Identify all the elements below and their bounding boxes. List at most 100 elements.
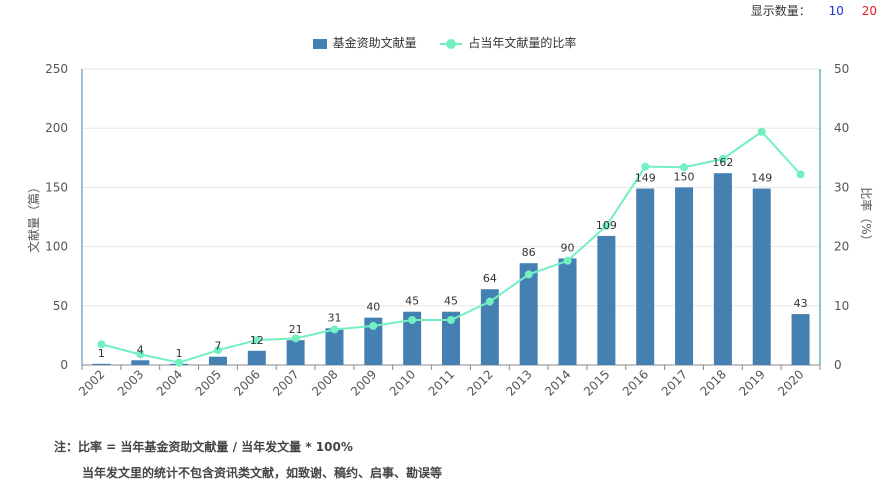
x-tick-label: 2009 <box>348 367 379 398</box>
bar-value-label: 149 <box>635 172 656 185</box>
x-tick-label: 2014 <box>542 367 573 398</box>
x-tick-label: 2002 <box>76 367 107 398</box>
bar <box>442 311 460 365</box>
y-right-tick-label: 0 <box>834 358 842 372</box>
x-tick-label: 2004 <box>154 367 185 398</box>
legend-item-line-series[interactable]: 占当年文献量的比率 <box>440 34 576 51</box>
x-tick-label: 2020 <box>775 367 806 398</box>
bar <box>791 314 810 365</box>
y-right-axis-title: 比率（%） <box>859 187 874 246</box>
bar <box>403 311 422 365</box>
x-tick-label: 2019 <box>736 367 767 398</box>
x-tick-label: 2006 <box>231 367 262 398</box>
y-left-tick-label: 0 <box>60 358 68 372</box>
bar <box>752 188 771 365</box>
bar-value-label: 1 <box>98 347 105 360</box>
bar-value-label: 45 <box>444 295 458 308</box>
ratio-point <box>524 270 533 279</box>
chart-notes: 注：比率 = 当年基金资助文献量 / 当年发文量 * 100% 当年发文里的统计… <box>54 434 442 486</box>
y-right-tick-label: 50 <box>834 62 849 76</box>
bar-value-label: 1 <box>176 347 183 360</box>
bar-value-label: 43 <box>794 297 808 310</box>
bar <box>519 263 538 365</box>
ratio-point <box>680 163 689 172</box>
ratio-point <box>447 316 455 325</box>
legend-bar-swatch <box>312 38 327 49</box>
ratio-point <box>602 221 611 230</box>
bar-value-label: 109 <box>596 219 617 232</box>
bar-value-label: 90 <box>561 241 575 254</box>
ratio-point <box>291 334 300 343</box>
y-left-tick-label: 100 <box>45 240 68 254</box>
bar <box>597 235 616 365</box>
ratio-point <box>136 350 145 359</box>
bar-value-label: 162 <box>712 156 733 169</box>
bar-value-label: 21 <box>289 323 303 336</box>
y-right-tick-label: 20 <box>834 240 849 254</box>
bar <box>558 258 577 365</box>
bar-value-label: 4 <box>137 343 144 356</box>
ratio-point <box>563 256 572 265</box>
display-count-option-20[interactable]: 20 <box>861 4 877 18</box>
ratio-point <box>757 127 766 136</box>
x-tick-label: 2015 <box>581 367 612 398</box>
bar-value-label: 64 <box>483 272 497 285</box>
bar <box>364 317 383 365</box>
ratio-point <box>97 340 106 349</box>
display-count-option-10[interactable]: 10 <box>828 4 844 18</box>
x-tick-label: 2005 <box>193 367 224 398</box>
y-left-tick-label: 50 <box>53 299 68 313</box>
ratio-point <box>252 336 261 345</box>
bar <box>247 350 266 365</box>
legend-item-bar-series[interactable]: 基金资助文献量 <box>312 34 417 51</box>
ratio-point <box>175 358 184 367</box>
y-left-tick-label: 150 <box>45 180 68 194</box>
y-left-tick-label: 200 <box>45 121 68 135</box>
x-tick-label: 2017 <box>659 367 690 398</box>
bar <box>713 173 732 365</box>
ratio-point <box>369 321 378 330</box>
bar <box>131 360 150 365</box>
bar <box>208 356 227 365</box>
y-right-tick-label: 10 <box>834 299 849 313</box>
legend-label-bar-series: 基金资助文献量 <box>332 36 417 50</box>
ratio-point <box>330 325 339 334</box>
y-right-tick-label: 40 <box>834 121 849 135</box>
bar-value-label: 150 <box>674 170 695 183</box>
combo-chart: 0 50 100 150 200 250 0 10 20 30 40 50 文献量（篇） 比率（%） 1 4 1… <box>26 62 874 399</box>
bar-value-label: 149 <box>751 172 772 185</box>
x-tick-label: 2011 <box>426 367 457 398</box>
bar <box>92 363 111 365</box>
x-tick-label: 2008 <box>309 367 340 398</box>
x-tick-label: 2016 <box>620 367 651 398</box>
bar-value-label: 31 <box>327 311 341 324</box>
y-left-tick-label: 250 <box>45 62 68 76</box>
bar-value-label: 12 <box>250 334 264 347</box>
bar <box>636 188 655 365</box>
note-formula: 注：比率 = 当年基金资助文献量 / 当年发文量 * 100% <box>54 440 353 454</box>
ratio-point <box>408 316 417 325</box>
ratio-point <box>213 346 222 355</box>
bar <box>480 289 499 365</box>
x-tick-label: 2012 <box>464 367 495 398</box>
chart-legend: 基金资助文献量 占当年文献量的比率 <box>0 34 889 51</box>
ratio-point <box>485 297 494 306</box>
y-left-axis-title: 文献量（篇） <box>26 181 41 253</box>
x-tick-label: 2003 <box>115 367 146 398</box>
bar <box>286 340 305 365</box>
display-count-label: 显示数量： <box>750 4 811 18</box>
ratio-point <box>641 162 650 171</box>
x-tick-label: 2010 <box>387 367 418 398</box>
display-count-control: 显示数量： 10 20 <box>751 2 877 19</box>
bar-value-label: 40 <box>366 301 380 314</box>
x-tick-label: 2007 <box>270 367 301 398</box>
bar-value-label: 7 <box>214 340 221 353</box>
x-tick-label: 2013 <box>503 367 534 398</box>
bar-value-label: 86 <box>522 246 536 259</box>
legend-line-swatch <box>440 38 463 49</box>
note-exclusions: 当年发文里的统计不包含资讯类文献，如致谢、稿约、启事、勘误等 <box>82 466 443 480</box>
y-right-tick-label: 30 <box>834 180 849 194</box>
ratio-point <box>718 154 727 163</box>
x-tick-label: 2018 <box>698 367 729 398</box>
bar <box>325 328 344 365</box>
